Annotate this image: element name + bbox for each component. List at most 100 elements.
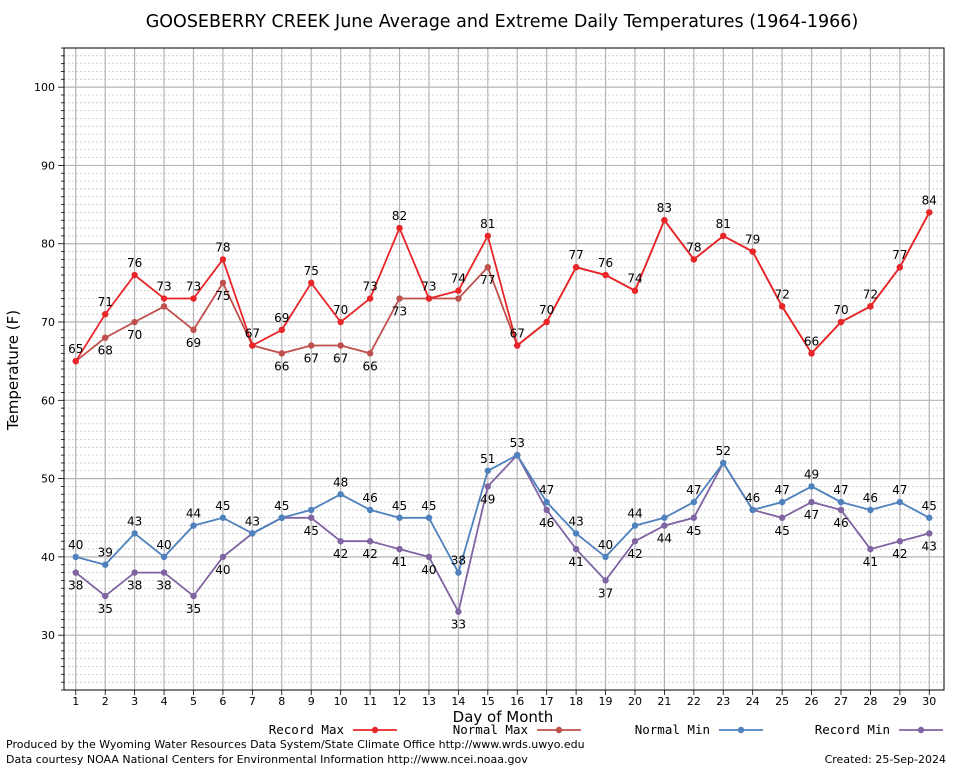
data-label: 81: [480, 217, 495, 231]
data-label: 84: [922, 193, 937, 207]
data-label: 44: [657, 532, 672, 546]
data-label: 73: [362, 280, 377, 294]
x-tick-label: 9: [308, 695, 315, 708]
data-point: [337, 318, 344, 326]
data-label: 75: [215, 289, 230, 303]
data-point: [396, 295, 403, 302]
x-tick-label: 5: [190, 695, 197, 708]
data-label: 53: [510, 436, 525, 450]
data-point: [867, 303, 874, 310]
data-label: 33: [451, 618, 466, 632]
data-point: [308, 506, 315, 514]
x-tick-label: 12: [393, 695, 407, 708]
data-point: [160, 295, 168, 302]
data-label: 76: [127, 256, 142, 270]
x-tick-label: 6: [219, 695, 226, 708]
data-point: [219, 279, 227, 287]
data-point: [337, 538, 344, 545]
y-tick-label: 70: [41, 316, 55, 329]
data-point: [72, 569, 79, 576]
data-point: [190, 522, 197, 529]
data-label: 45: [774, 524, 789, 538]
x-tick-label: 29: [893, 695, 907, 708]
data-label: 77: [480, 273, 495, 287]
data-point: [366, 350, 374, 357]
y-tick-label: 90: [41, 159, 55, 172]
data-point: [190, 592, 197, 600]
data-point: [484, 483, 492, 490]
data-label: 78: [686, 240, 701, 254]
data-label: 49: [804, 467, 819, 481]
data-point: [720, 459, 727, 467]
data-point: [131, 318, 138, 326]
data-point: [661, 217, 668, 224]
x-tick-label: 10: [334, 695, 348, 708]
x-tick-label: 23: [716, 695, 730, 708]
x-tick-label: 18: [569, 695, 583, 708]
data-label: 73: [392, 305, 407, 319]
data-point: [484, 467, 492, 474]
data-label: 74: [451, 272, 466, 286]
x-tick-label: 11: [363, 695, 377, 708]
data-point: [631, 287, 639, 294]
x-tick-label: 25: [775, 695, 789, 708]
data-label: 46: [745, 491, 760, 505]
data-point: [896, 498, 904, 506]
data-point: [190, 295, 197, 302]
data-point: [720, 232, 727, 240]
data-label: 46: [833, 516, 848, 530]
data-point: [308, 342, 315, 349]
data-point: [778, 303, 786, 310]
data-point: [102, 310, 109, 318]
y-axis-label: Temperature (F): [4, 310, 22, 431]
data-label: 81: [716, 217, 731, 231]
data-point: [219, 514, 227, 521]
x-tick-label: 16: [510, 695, 524, 708]
data-point: [425, 514, 433, 521]
data-label: 66: [274, 359, 289, 373]
legend-marker: [555, 726, 563, 734]
data-label: 40: [421, 563, 436, 577]
x-tick-label: 20: [628, 695, 642, 708]
data-label: 77: [568, 248, 583, 262]
legend: Record Max Normal Max Normal Min Record Min: [269, 722, 943, 737]
data-label: 47: [892, 483, 907, 497]
data-label: 41: [863, 555, 878, 569]
data-label: 44: [627, 507, 642, 521]
y-tick-label: 80: [41, 238, 55, 251]
x-tick-label: 26: [805, 695, 819, 708]
data-label: 45: [274, 499, 289, 513]
data-label: 35: [186, 602, 201, 616]
legend-marker: [371, 726, 379, 734]
y-tick-label: 50: [41, 473, 55, 486]
data-point: [661, 514, 668, 521]
series-line-0: [75, 211, 931, 362]
x-tick-label: 17: [540, 695, 554, 708]
data-point: [543, 506, 550, 514]
series-line-2: [75, 453, 930, 575]
data-label: 45: [922, 499, 937, 513]
data-label: 43: [245, 514, 260, 528]
data-label: 40: [215, 563, 230, 577]
legend-marker: [737, 726, 745, 734]
data-point: [808, 483, 815, 490]
data-label: 49: [480, 492, 495, 506]
data-label: 39: [98, 546, 113, 560]
data-label: 45: [215, 499, 230, 513]
data-point: [778, 514, 786, 521]
data-point: [572, 530, 580, 537]
data-label: 76: [598, 256, 613, 270]
data-label: 77: [892, 248, 907, 262]
x-tick-label: 21: [657, 695, 671, 708]
data-point: [131, 569, 138, 576]
data-label: 42: [333, 547, 348, 561]
data-label: 78: [215, 240, 230, 254]
data-point: [131, 530, 138, 537]
data-point: [661, 522, 668, 529]
x-tick-label: 28: [863, 695, 877, 708]
x-tick-label: 15: [481, 695, 495, 708]
data-point: [72, 357, 79, 365]
data-label: 45: [686, 524, 701, 538]
data-point: [572, 545, 580, 553]
